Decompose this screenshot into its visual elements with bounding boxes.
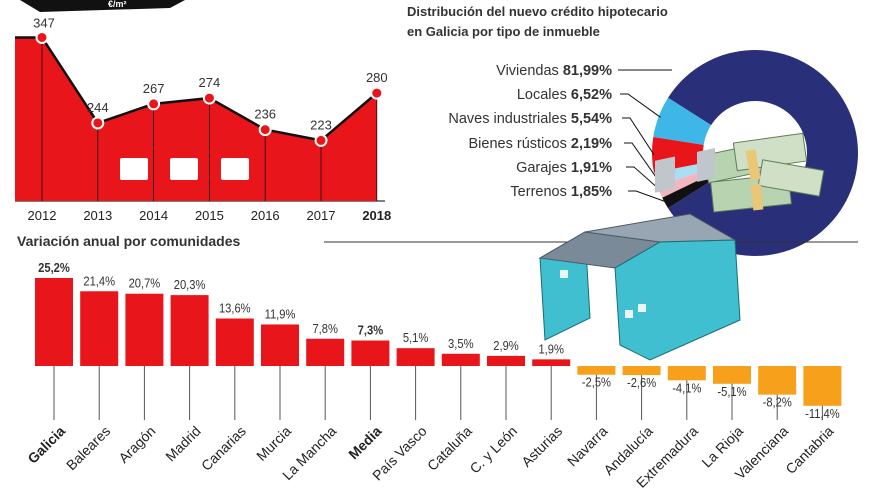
bar <box>396 348 435 366</box>
area-value-label: 244 <box>87 100 109 115</box>
area-x-label: 2012 <box>28 208 57 223</box>
area-x-label: 2013 <box>83 208 112 223</box>
bar <box>713 366 751 384</box>
area-point <box>370 86 384 100</box>
donut-label: Locales 6,52% <box>517 87 612 103</box>
donut-leader-line <box>624 142 658 180</box>
bar-category-label: Murcia <box>253 423 294 464</box>
area-x-label: 2016 <box>251 208 280 223</box>
area-fill <box>15 37 377 201</box>
area-value-label: 347 <box>33 15 55 30</box>
bar-category-label: Cantabria <box>782 423 836 477</box>
bar <box>622 366 661 376</box>
bar <box>35 278 73 366</box>
decor-square <box>170 158 198 180</box>
bar <box>261 324 299 366</box>
area-line <box>15 36 378 142</box>
bar <box>125 293 164 366</box>
area-point <box>35 30 49 44</box>
bar <box>441 353 480 366</box>
bar-value-label: 20,3% <box>174 277 206 292</box>
bar <box>667 366 706 381</box>
area-x-label: 2018 <box>362 208 391 223</box>
area-point <box>202 91 216 105</box>
bar-category-label: Canarias <box>198 423 249 474</box>
donut-label: Viviendas 81,99% <box>496 63 612 79</box>
donut-label: Bienes rústicos 2,19% <box>469 136 613 152</box>
bar-value-label: 21,4% <box>83 273 115 288</box>
decor-square <box>120 158 148 180</box>
bar <box>487 355 525 366</box>
bar <box>306 338 345 366</box>
area-value-label: 267 <box>143 81 165 96</box>
bar <box>532 359 571 366</box>
bar-value-label: 3,5% <box>448 336 474 351</box>
bar-category-label: Asturias <box>518 423 565 470</box>
warehouse-icon <box>538 148 741 361</box>
bar <box>351 340 390 366</box>
price-area-chart: 347 244 267 274 236 223 280 2012 2013 2014 2015 20… <box>15 15 391 223</box>
bar-category-label: Madrid <box>162 423 204 465</box>
donut-leader-line <box>628 190 667 203</box>
mortgage-donut-chart: Distribución del nuevo crédito hipotecar… <box>407 4 858 256</box>
area-value-label: 280 <box>366 70 388 85</box>
donut-label: Naves industriales 5,54% <box>448 111 612 127</box>
bar <box>803 366 842 406</box>
donut-leader-line <box>620 93 661 118</box>
bar <box>577 366 616 375</box>
donut-subtitle: en Galicia por tipo de inmueble <box>407 24 600 39</box>
bar-value-label: -2,5% <box>582 375 611 390</box>
area-point <box>147 97 161 111</box>
bar-value-label: 7,3% <box>358 323 384 338</box>
bar-value-label: -2,6% <box>627 375 656 390</box>
donut-label: Garajes 1,91% <box>516 160 612 176</box>
bar-value-label: 11,9% <box>265 307 296 322</box>
bar-value-label: 25,2% <box>38 260 70 275</box>
bar <box>758 366 797 395</box>
area-point <box>258 123 272 137</box>
area-x-label: 2015 <box>195 208 224 223</box>
area-x-label: 2017 <box>307 208 336 223</box>
bar-category-label: Media <box>345 423 385 463</box>
bar-value-label: -8,2% <box>763 395 792 410</box>
bar-value-label: -5,1% <box>717 384 746 399</box>
bar <box>80 291 119 366</box>
money-stack-icon <box>702 132 825 213</box>
bar-category-label: Galicia <box>24 423 68 467</box>
bar-category-label: C. y León <box>466 423 520 477</box>
decor-square <box>221 158 249 180</box>
bar-value-label: 13,6% <box>219 301 251 316</box>
bar-value-label: 1,9% <box>538 342 564 357</box>
donut-label: Terrenos 1,85% <box>510 184 612 200</box>
bar-category-label: Aragón <box>115 423 158 466</box>
bar-value-label: 2,9% <box>493 338 519 353</box>
bar-value-label: -11,4% <box>805 406 840 421</box>
bar <box>170 295 209 366</box>
bar <box>215 318 254 366</box>
area-point <box>314 133 328 147</box>
area-value-label: 274 <box>199 75 221 90</box>
donut-leader-line <box>622 117 655 156</box>
bar-value-label: -4,1% <box>672 381 701 396</box>
header-banner: €/m² <box>20 0 185 12</box>
donut-leader-line <box>626 166 662 192</box>
area-value-label: 236 <box>254 107 276 122</box>
bar-value-label: 20,7% <box>129 276 161 291</box>
bar-value-label: 5,1% <box>403 330 429 345</box>
area-value-label: 223 <box>310 117 332 132</box>
bar-title: Variación anual por comunidades <box>17 233 240 249</box>
bar-category-label: Baleares <box>63 423 113 473</box>
header-unit-label: €/m² <box>108 0 127 9</box>
area-x-label: 2014 <box>139 208 168 223</box>
bar-value-label: 7,8% <box>312 321 338 336</box>
donut-title: Distribución del nuevo crédito hipotecar… <box>407 4 668 19</box>
area-point <box>91 116 105 130</box>
